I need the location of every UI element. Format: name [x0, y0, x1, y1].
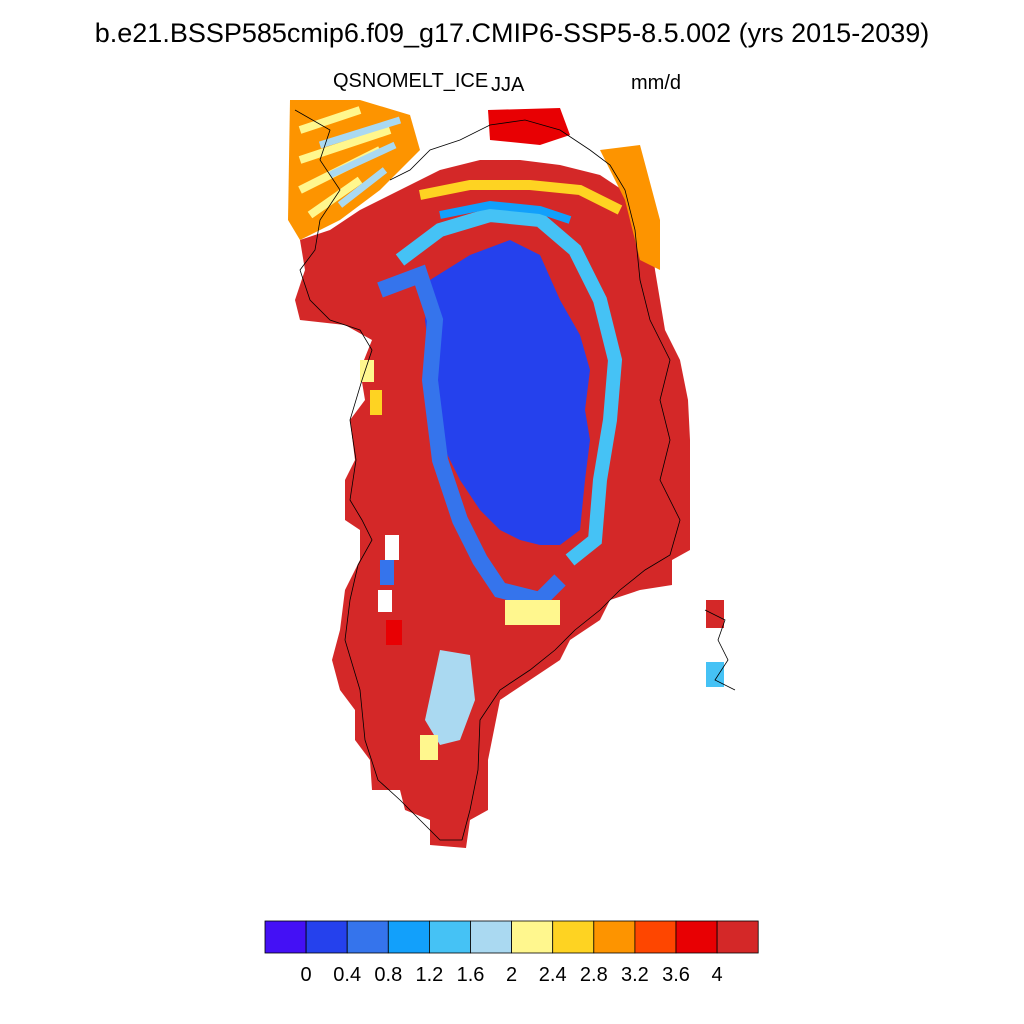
colorbar-tick-label: 2.4	[539, 964, 567, 986]
west-cell-orange	[370, 390, 382, 415]
colorbar-tick-label: 2.8	[580, 964, 608, 986]
west-cell-white	[378, 590, 392, 612]
colorbar-swatch	[428, 920, 471, 954]
colorbar-swatch	[305, 920, 348, 954]
colorbar-swatch	[511, 920, 554, 954]
transition-band	[395, 207, 623, 566]
west-cell-red	[386, 620, 402, 645]
units-label: mm/d	[631, 72, 681, 94]
northeast-strip	[600, 145, 660, 270]
colorbar-tick-label: 3.2	[621, 964, 649, 986]
coastline-east-island	[704, 609, 736, 691]
colorbar-swatch	[675, 920, 718, 954]
colorbar-tick-label: 0.4	[333, 964, 361, 986]
colorbar-tick-label: 0	[301, 964, 312, 986]
colorbar-tick-label: 1.6	[457, 964, 485, 986]
colorbar-tick-label: 2	[506, 964, 517, 986]
west-cell-blue	[380, 560, 394, 585]
colorbar-swatch	[552, 920, 595, 954]
transition-band-inner	[377, 264, 566, 609]
coastline	[294, 109, 681, 841]
colorbar-swatch	[593, 920, 636, 954]
northwest-stripes-blue	[318, 116, 402, 208]
tongue-yellow	[420, 735, 438, 760]
page-title: b.e21.BSSP585cmip6.f09_g17.CMIP6-SSP5-8.…	[94, 18, 930, 48]
west-cell-white-2	[385, 535, 399, 560]
greenland-map	[288, 100, 736, 848]
east-island-blue	[706, 662, 724, 687]
colorbar-swatch	[634, 920, 677, 954]
colorbar-swatch	[716, 920, 759, 954]
north-tip	[488, 108, 570, 145]
colorbar-tick-label: 3.6	[662, 964, 690, 986]
northwest-stripes	[298, 106, 392, 219]
colorbar-tick-label: 0.8	[374, 964, 402, 986]
north-band-blue	[439, 200, 572, 224]
colorbar-tick-label: 4	[712, 964, 723, 986]
colorbar-swatch	[346, 920, 389, 954]
colorbar-swatch	[264, 920, 307, 954]
southern-tongue	[425, 650, 475, 745]
variable-label: QSNOMELT_ICE	[333, 70, 489, 92]
colorbar-tick-label: 1.2	[415, 964, 443, 986]
east-island	[706, 600, 724, 628]
tongue-yellow-2	[505, 600, 560, 625]
season-label: JJA	[491, 74, 525, 96]
colorbar-swatch	[470, 920, 512, 954]
colorbar-swatch	[387, 920, 430, 954]
north-band	[419, 180, 623, 215]
interior-blue	[425, 240, 590, 545]
